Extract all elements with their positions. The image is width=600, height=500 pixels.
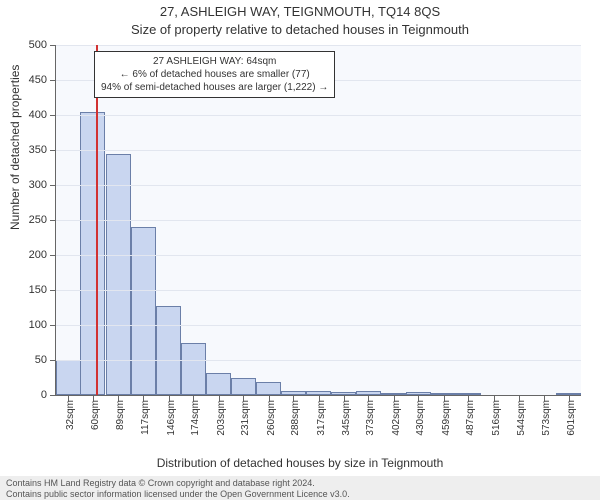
y-tick-label: 0 [0, 389, 47, 401]
y-tick [50, 185, 56, 186]
x-tick-label: 203sqm [216, 400, 227, 436]
x-tick-label: 373sqm [365, 400, 376, 436]
gridline [56, 290, 581, 291]
x-tick-label: 89sqm [115, 400, 126, 430]
y-tick [50, 80, 56, 81]
y-tick [50, 360, 56, 361]
x-tick-label: 60sqm [90, 400, 101, 430]
annotation-line: 27 ASHLEIGH WAY: 64sqm [101, 55, 328, 68]
y-tick-label: 150 [0, 284, 47, 296]
gridline [56, 115, 581, 116]
y-tick [50, 395, 56, 396]
attribution-footer: Contains HM Land Registry data © Crown c… [0, 476, 600, 500]
y-tick [50, 255, 56, 256]
x-tick-label: 516sqm [491, 400, 502, 436]
chart-title: 27, ASHLEIGH WAY, TEIGNMOUTH, TQ14 8QS [0, 4, 600, 19]
chart-container: 27, ASHLEIGH WAY, TEIGNMOUTH, TQ14 8QS S… [0, 0, 600, 500]
x-tick-label: 146sqm [166, 400, 177, 436]
y-tick-label: 450 [0, 74, 47, 86]
footer-line-1: Contains HM Land Registry data © Crown c… [6, 478, 594, 489]
x-tick-label: 32sqm [65, 400, 76, 430]
histogram-bar [56, 360, 81, 395]
y-tick [50, 115, 56, 116]
y-tick [50, 220, 56, 221]
chart-subtitle: Size of property relative to detached ho… [0, 22, 600, 37]
y-tick-label: 350 [0, 144, 47, 156]
y-tick-label: 300 [0, 179, 47, 191]
annotation-line: ← 6% of detached houses are smaller (77) [101, 68, 328, 81]
y-tick-label: 500 [0, 39, 47, 51]
histogram-bar [256, 382, 281, 395]
gridline [56, 185, 581, 186]
histogram-bar [131, 227, 156, 395]
y-tick-label: 250 [0, 214, 47, 226]
x-tick-label: 288sqm [290, 400, 301, 436]
histogram-bar [80, 112, 105, 396]
plot-area: 32sqm60sqm89sqm117sqm146sqm174sqm203sqm2… [55, 45, 581, 396]
y-tick [50, 45, 56, 46]
y-tick-label: 50 [0, 354, 47, 366]
histogram-bar [206, 373, 231, 395]
annotation-line: 94% of semi-detached houses are larger (… [101, 81, 328, 94]
x-tick-label: 260sqm [266, 400, 277, 436]
y-tick [50, 290, 56, 291]
x-tick-label: 231sqm [240, 400, 251, 436]
x-tick-label: 174sqm [190, 400, 201, 436]
x-tick-label: 345sqm [341, 400, 352, 436]
footer-line-2: Contains public sector information licen… [6, 489, 594, 500]
x-tick-label: 117sqm [140, 400, 151, 435]
x-tick-label: 544sqm [516, 400, 527, 436]
gridline [56, 360, 581, 361]
histogram-bar [156, 306, 181, 395]
x-tick-label: 402sqm [391, 400, 402, 436]
y-tick [50, 325, 56, 326]
y-tick [50, 150, 56, 151]
y-tick-label: 100 [0, 319, 47, 331]
gridline [56, 325, 581, 326]
gridline [56, 45, 581, 46]
x-axis-label: Distribution of detached houses by size … [0, 456, 600, 470]
gridline [56, 150, 581, 151]
x-tick-label: 601sqm [566, 400, 577, 436]
x-tick-label: 459sqm [441, 400, 452, 436]
gridline [56, 220, 581, 221]
y-tick-label: 200 [0, 249, 47, 261]
gridline [56, 255, 581, 256]
histogram-bar [231, 378, 256, 396]
histogram-bar [181, 343, 206, 396]
x-tick-label: 487sqm [465, 400, 476, 436]
x-tick-label: 317sqm [316, 400, 327, 436]
x-tick-label: 573sqm [541, 400, 552, 436]
x-tick-label: 430sqm [415, 400, 426, 436]
y-tick-label: 400 [0, 109, 47, 121]
annotation-box: 27 ASHLEIGH WAY: 64sqm← 6% of detached h… [94, 51, 335, 98]
histogram-bar [106, 154, 131, 396]
